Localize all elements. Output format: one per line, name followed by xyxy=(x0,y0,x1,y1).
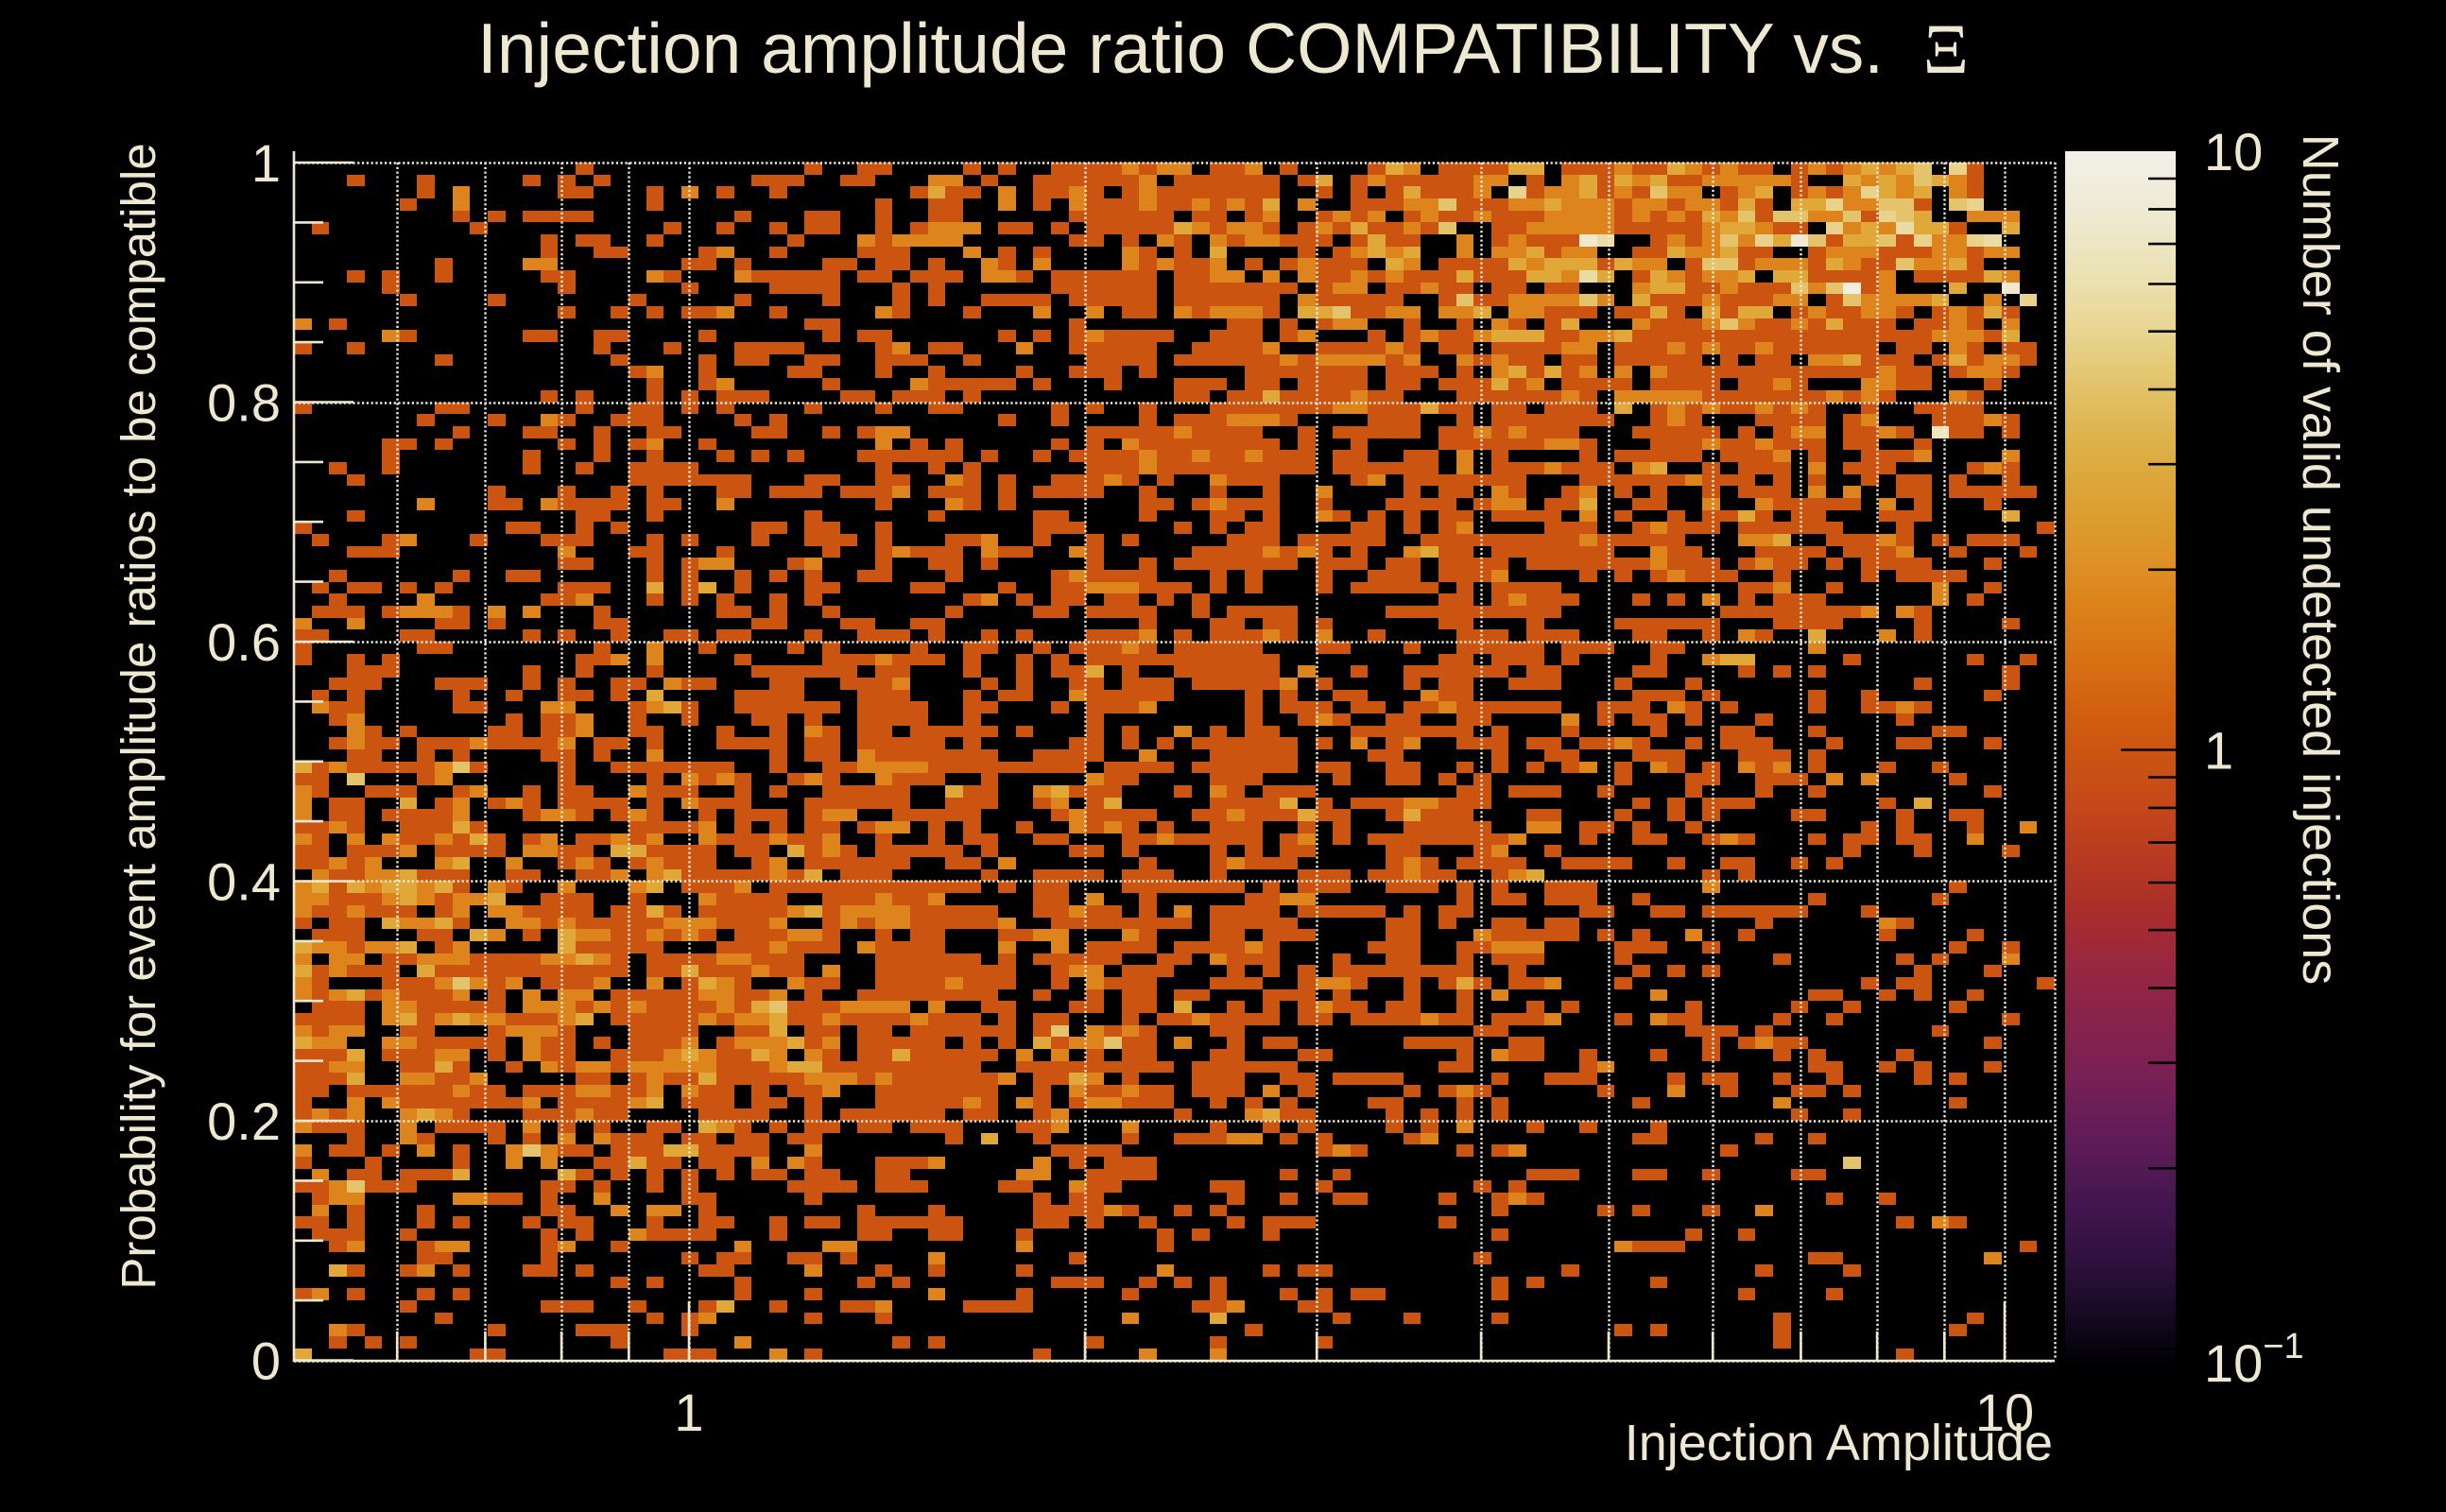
svg-text:0.2: 0.2 xyxy=(207,1091,281,1151)
svg-text:0.4: 0.4 xyxy=(207,852,281,912)
svg-text:1: 1 xyxy=(674,1383,703,1442)
svg-text:0: 0 xyxy=(251,1332,281,1391)
svg-text:Injection amplitude ratio COMP: Injection amplitude ratio COMPATIBILITY … xyxy=(477,9,1969,89)
svg-text:10: 10 xyxy=(2204,122,2263,181)
svg-text:Injection Amplitude: Injection Amplitude xyxy=(1625,1415,2053,1471)
svg-text:0.6: 0.6 xyxy=(207,612,281,672)
svg-text:0.8: 0.8 xyxy=(207,373,281,433)
svg-text:Number of valid undetected inj: Number of valid undetected injections xyxy=(2292,134,2349,986)
svg-text:1: 1 xyxy=(251,133,281,193)
svg-text:1: 1 xyxy=(2204,721,2233,781)
svg-text:Probability for event amplitud: Probability for event amplitude ratios t… xyxy=(112,143,165,1289)
svg-text:10: 10 xyxy=(1975,1383,2034,1442)
